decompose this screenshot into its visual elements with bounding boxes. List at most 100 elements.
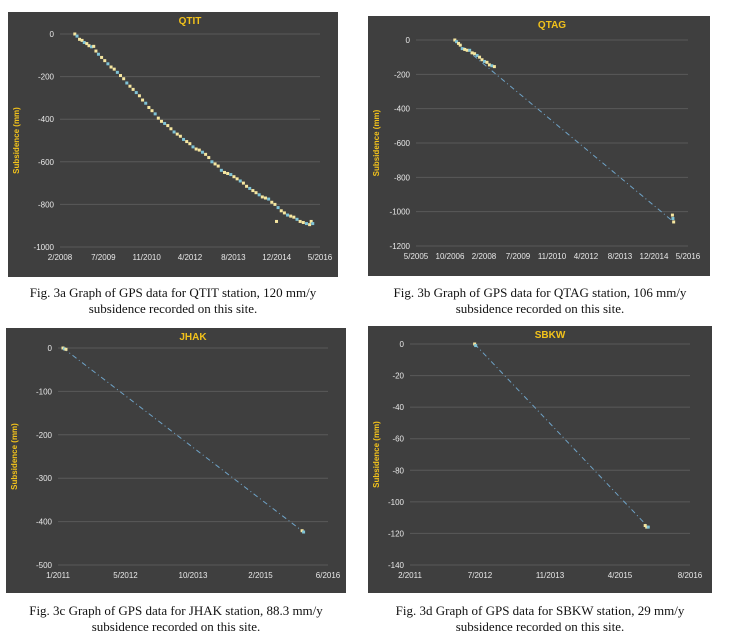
data-point [485,60,489,64]
data-point [232,175,236,179]
y-tick-label: -120 [388,529,405,538]
data-point [188,142,192,146]
data-point [191,145,195,149]
data-point [260,195,264,199]
data-point [646,525,650,529]
y-tick-label: 0 [400,340,405,349]
data-point [671,217,675,221]
data-point [207,156,211,160]
chart-panel-sbkw: SBKW Subsidence (mm) 0 -20 -40 -60 -80 -100 -120… [368,326,712,593]
data-point [257,193,261,197]
data-point [128,84,132,88]
data-point [90,45,94,49]
data-point [480,58,484,62]
figure-caption-3b: Fig. 3b Graph of GPS data for QTAG stati… [393,285,687,316]
data-point [100,55,104,59]
data-point [308,223,312,227]
y-tick-label: -500 [36,561,53,570]
data-point [137,94,141,98]
data-point [150,109,154,113]
y-tick-label: 0 [406,36,411,45]
data-point [473,342,477,346]
data-point [475,53,479,57]
data-point [455,40,459,44]
y-tick-label: -80 [392,466,404,475]
y-tick-label: -400 [36,518,53,527]
data-point [134,91,138,95]
data-point [197,148,201,152]
y-tick-label: -20 [392,372,404,381]
data-point [301,221,305,225]
data-point [298,219,302,223]
data-point [82,41,86,45]
data-point [235,177,239,181]
y-tick-label: -800 [38,200,55,209]
data-point [80,38,84,42]
data-point [251,189,255,193]
data-point [473,52,477,56]
data-point [115,70,119,74]
data-point [163,121,167,125]
x-tick-label: 1/2011 [46,571,70,580]
chart-title: SBKW [535,330,566,341]
data-point [156,116,160,120]
y-axis-label: Subsidence (mm) [10,423,19,490]
y-tick-label: -300 [36,474,53,483]
x-tick-label: 2/2008 [48,253,73,262]
data-point [289,214,293,218]
data-point [279,209,283,213]
data-point [87,44,91,48]
data-point [672,220,676,224]
trend-line [474,343,649,528]
data-point [172,130,176,134]
data-point [182,137,186,141]
x-tick-label: 2/2011 [398,571,422,580]
x-tick-label: 12/2014 [262,253,291,262]
data-point [94,49,98,53]
data-point [474,344,478,348]
y-tick-label: -100 [36,387,53,396]
data-point [185,140,189,144]
data-point [270,200,274,204]
chart-svg: JHAK Subsidence (mm) 0 -100 -200 -300 -400 -500… [10,332,341,580]
x-tick-label: 7/2012 [468,571,493,580]
y-tick-label: 0 [50,30,55,39]
y-tick-label: -140 [388,561,405,570]
y-tick-label: -800 [394,173,411,182]
data-point [106,62,110,66]
data-point [645,525,649,529]
data-point [304,222,308,226]
figure-caption-3a: Fig. 3a Graph of GPS data for QTIT stati… [29,285,317,316]
y-axis-label: Subsidence (mm) [372,421,381,488]
chart-panel-qtit: QTIT Subsidence (mm) 0 -200 -400 -600 -800 -100… [8,12,338,277]
data-point [112,67,116,71]
trend-line [454,39,674,223]
data-point [219,168,223,172]
y-tick-label: -400 [394,105,411,114]
chart-title: JHAK [179,332,207,343]
data-point [490,64,494,68]
data-point [468,48,472,52]
x-tick-label: 12/2014 [640,252,669,261]
x-tick-label: 6/2016 [316,571,341,580]
x-tick-label: 5/2016 [308,253,333,262]
chart-svg: QTAG Subsidence (mm) 0 -200 -400 -600 -800 -100… [372,20,701,261]
x-tick-label: 7/2009 [506,252,531,261]
data-point [463,47,467,51]
data-point [153,112,157,116]
data-point [245,184,249,188]
data-point [109,65,113,69]
y-tick-label: -40 [392,403,404,412]
data-point [169,127,173,131]
data-point [141,98,145,102]
data-point [458,43,462,47]
x-tick-label: 4/2012 [574,252,599,261]
figure-caption-3d: Fig. 3d Graph of GPS data for SBKW stati… [395,603,685,634]
data-point [492,65,496,69]
x-tick-label: 11/2010 [538,252,567,261]
data-point [204,152,208,156]
data-point [178,134,182,138]
data-point [147,105,151,109]
data-point [457,41,461,45]
data-point [254,191,258,195]
